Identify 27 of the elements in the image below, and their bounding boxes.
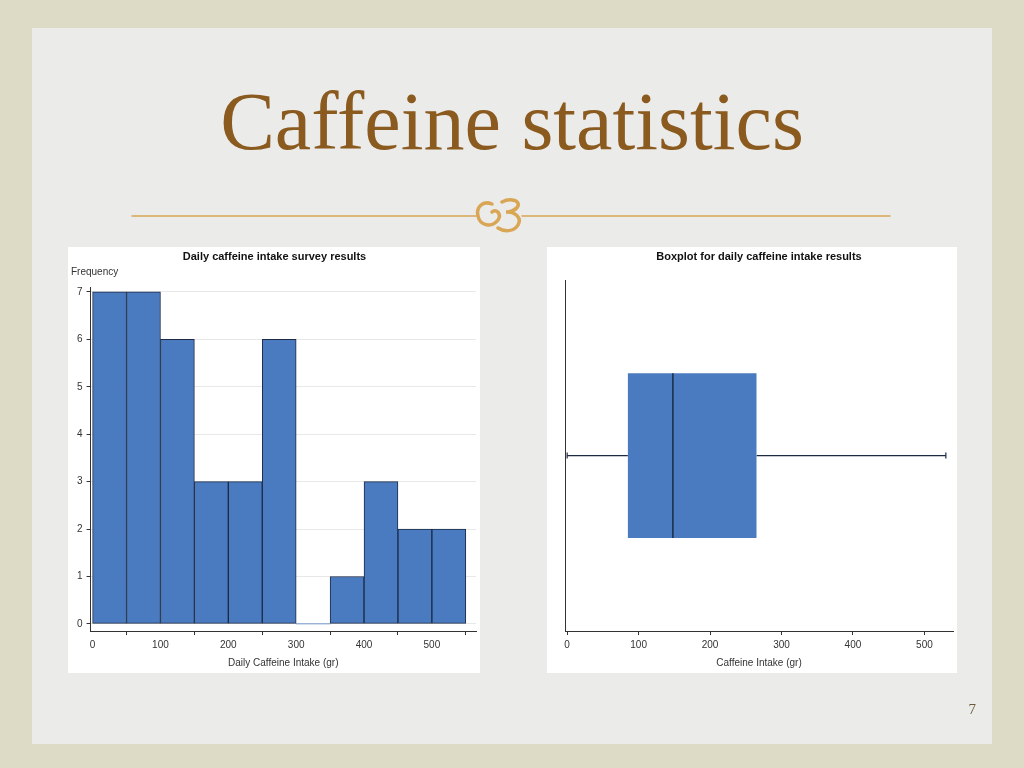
x-tick-label: 100 — [630, 638, 648, 650]
y-tick-label: 4 — [77, 427, 83, 439]
y-tick-label: 5 — [77, 380, 83, 392]
text: Caffeine statistics — [219, 76, 805, 167]
x-tick-label: 0 — [564, 638, 571, 650]
x-tick-label: 200 — [219, 638, 238, 650]
y-tick-label: 7 — [77, 285, 83, 297]
y-axis-title: Frequency — [71, 265, 119, 277]
chart-title: Daily caffeine intake survey results — [182, 249, 367, 262]
y-tick-label: 1 — [77, 570, 83, 582]
y-tick-label: 0 — [77, 617, 83, 629]
y-tick-label: 6 — [77, 333, 83, 345]
text: 7 — [968, 700, 976, 718]
x-tick-label: 300 — [773, 638, 791, 650]
x-tick-label: 500 — [423, 638, 441, 650]
x-tick-label: 0 — [89, 638, 96, 650]
x-tick-label: 300 — [287, 638, 305, 650]
x-tick-label: 100 — [152, 638, 170, 650]
x-tick-label: 400 — [355, 638, 373, 650]
y-tick-label: 2 — [77, 522, 83, 534]
x-tick-label: 200 — [701, 638, 719, 650]
x-tick-label: 400 — [844, 638, 862, 650]
x-axis-title: Caffeine Intake (gr) — [716, 656, 802, 668]
y-tick-label: 3 — [77, 475, 83, 487]
chart-title: Boxplot for daily caffeine intake results — [656, 249, 862, 262]
x-tick-label: 500 — [916, 638, 934, 650]
x-axis-title: Daily Caffeine Intake (gr) — [228, 656, 339, 668]
